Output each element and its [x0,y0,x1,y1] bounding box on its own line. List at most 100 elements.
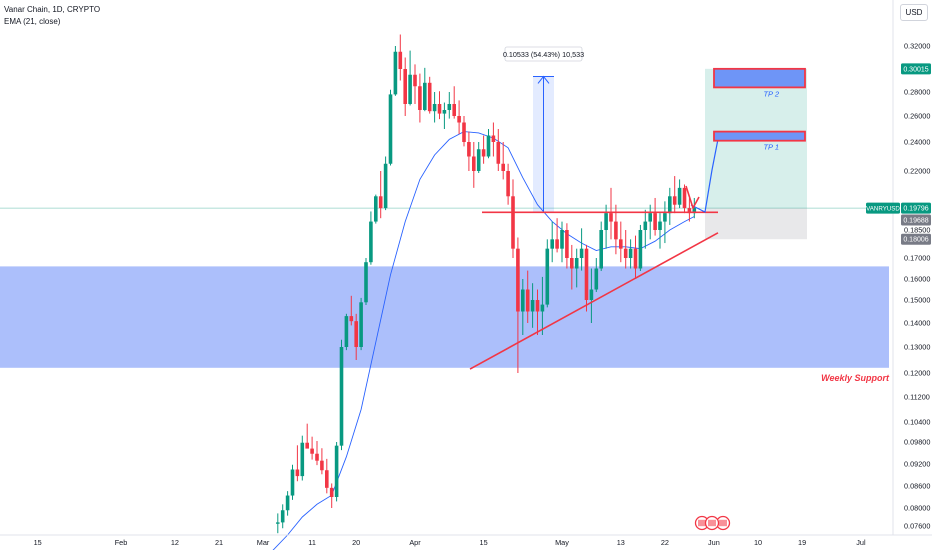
candle [393,51,398,95]
candle [663,213,667,222]
candle [545,248,550,305]
candle [374,196,378,222]
time-axis-tick: 22 [661,538,669,547]
candles-layer [276,34,697,534]
price-label-box [901,233,931,245]
price-label: 0.18006 [903,237,928,244]
price-axis-tick: 0.07600 [904,522,930,531]
candle [285,495,290,511]
candle [359,302,363,347]
candle [423,82,427,110]
candle [408,74,412,104]
ascending-trendline[interactable] [469,232,719,370]
candle [511,196,515,249]
price-axis-tick: 0.26000 [904,112,930,121]
indicator-legend[interactable]: EMA (21, close) [4,17,61,26]
time-axis-tick: 12 [171,538,179,547]
candle [638,230,643,269]
candle [403,69,407,104]
price-label: 0.30015 [903,66,928,73]
price-label-box [901,63,931,75]
candle [476,149,481,171]
candle [290,469,295,496]
candle [349,316,354,322]
price-label: 0.19796 [903,206,928,213]
candle [310,448,314,454]
time-axis-tick: 21 [215,538,223,547]
candle [560,230,564,249]
measure-label-box [504,46,583,62]
ema-21-line [272,131,695,550]
candle [672,196,677,205]
tp1-box[interactable] [713,130,806,142]
candle [442,110,447,114]
candle [565,230,569,258]
candle [579,248,584,258]
candle [354,321,358,347]
candle [687,208,692,214]
tp2-box[interactable] [713,67,806,89]
event-flag-icon [698,519,706,527]
price-axis-tick: 0.16000 [904,275,930,284]
candle [369,221,373,263]
candle [692,208,697,214]
candle [570,258,574,269]
candle [315,453,319,461]
candle [668,196,672,214]
candle [623,248,628,258]
candle [452,104,456,116]
price-axis-tick: 0.22000 [904,167,930,176]
ema-line-layer [272,131,695,550]
candle [633,248,638,269]
price-axis-tick: 0.11200 [904,393,930,402]
time-axis-tick: 19 [798,538,806,547]
candle [614,221,618,240]
time-axis-tick: 13 [617,538,625,547]
candle [388,94,393,164]
time-axis-tick: Apr [409,538,421,547]
price-axis-tick: 0.08600 [904,482,930,491]
candle [491,135,496,142]
candle [467,142,471,157]
candle [418,86,422,110]
drawings-layer[interactable] [469,46,806,370]
candle [496,142,501,164]
candle [481,149,486,157]
time-axis-tick: 11 [308,538,316,547]
weekly-support-zone [0,266,889,368]
candle [320,460,324,471]
candle [457,116,461,123]
time-axis-tick: May [555,538,569,547]
pattern-sketch [685,185,700,211]
candle [427,82,432,112]
measure-label: 0.10533 (54.43%) 10,533 [503,50,584,59]
candle [604,213,608,230]
candle [658,221,662,230]
candle [295,469,300,477]
candle [506,171,510,197]
candle [550,239,554,249]
candle [305,442,309,449]
time-axis-tick: Jun [708,538,720,547]
candle [447,104,452,110]
candle [677,187,682,205]
candle [486,135,491,157]
candle [437,104,442,114]
candle [584,248,589,300]
candle [364,262,368,303]
price-axis-tick: 0.28000 [904,88,930,97]
symbol-header[interactable]: Vanar Chain, 1D, CRYPTO [4,5,101,14]
time-axis-tick: 10 [754,538,762,547]
candle [462,122,466,142]
candle [300,442,305,477]
currency-button[interactable]: USD [900,4,928,21]
candle [535,300,540,312]
weekly-support-label: Weekly Support [821,373,890,383]
price-label-box [866,202,900,214]
candle [516,248,520,312]
candle [653,213,657,230]
candle [501,163,505,171]
candle [525,289,530,312]
